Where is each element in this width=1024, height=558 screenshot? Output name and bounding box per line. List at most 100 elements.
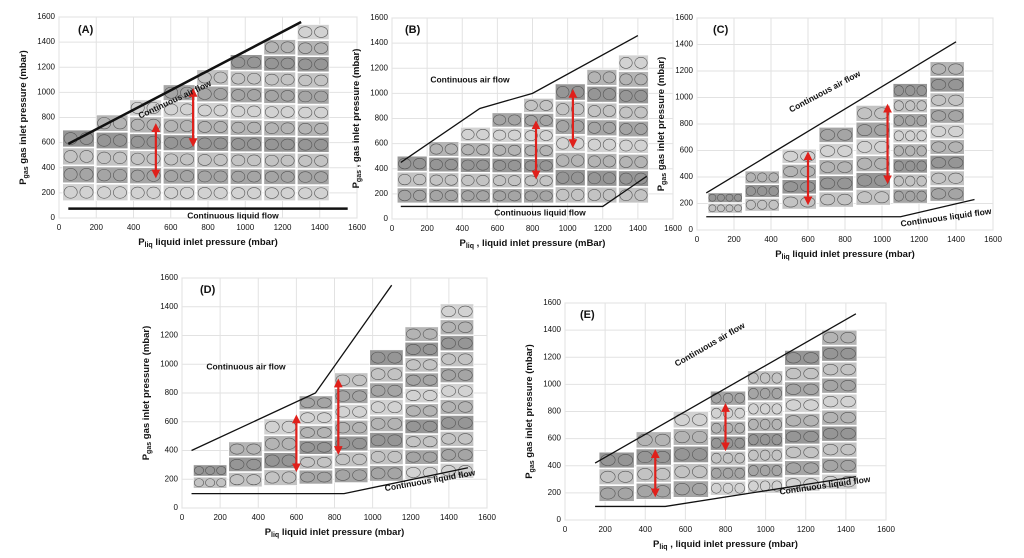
droplet bbox=[722, 482, 734, 494]
axis-text: liquid inlet pressure (mbar) bbox=[790, 249, 915, 260]
droplet bbox=[905, 160, 916, 172]
micrograph bbox=[263, 418, 298, 436]
droplet bbox=[398, 158, 412, 170]
micrograph bbox=[297, 72, 330, 89]
droplet bbox=[948, 172, 964, 184]
droplet bbox=[617, 454, 634, 466]
y-tick-label: 800 bbox=[548, 407, 562, 416]
droplet bbox=[905, 85, 916, 96]
droplet bbox=[264, 41, 279, 53]
droplet bbox=[398, 173, 412, 186]
micrograph bbox=[460, 126, 491, 142]
droplet bbox=[759, 372, 771, 384]
micrograph bbox=[439, 383, 474, 399]
droplet bbox=[893, 100, 904, 112]
x-tick-label: 1400 bbox=[440, 513, 458, 522]
micrograph bbox=[818, 127, 854, 143]
micrograph bbox=[781, 179, 817, 195]
droplet bbox=[905, 115, 916, 127]
axis-symbol: P bbox=[460, 238, 467, 249]
annotation: Continuous liquid flow bbox=[900, 206, 992, 229]
droplet bbox=[803, 462, 819, 474]
droplet bbox=[314, 139, 329, 151]
droplet bbox=[571, 154, 585, 167]
droplet bbox=[507, 160, 522, 171]
y-tick-label: 1600 bbox=[543, 298, 561, 307]
droplet bbox=[916, 145, 927, 157]
droplet bbox=[948, 94, 964, 106]
droplet bbox=[785, 462, 802, 474]
droplet bbox=[441, 449, 456, 461]
micrograph bbox=[855, 155, 891, 172]
micrograph bbox=[784, 350, 821, 366]
micrograph bbox=[297, 136, 330, 153]
droplet bbox=[768, 172, 779, 183]
droplet bbox=[734, 467, 745, 479]
droplet bbox=[587, 71, 601, 84]
micrograph bbox=[618, 170, 649, 187]
micrograph bbox=[369, 415, 404, 432]
droplet bbox=[822, 428, 839, 440]
droplet bbox=[458, 321, 473, 333]
droplet bbox=[352, 437, 367, 450]
micrograph bbox=[428, 141, 460, 157]
droplet bbox=[708, 204, 717, 213]
droplet bbox=[931, 94, 947, 106]
droplet bbox=[837, 129, 853, 141]
droplet bbox=[352, 422, 367, 434]
droplet bbox=[458, 401, 473, 413]
droplet bbox=[837, 177, 853, 190]
droplet bbox=[429, 143, 443, 155]
droplet bbox=[63, 185, 78, 199]
droplet bbox=[406, 436, 421, 448]
droplet bbox=[130, 186, 145, 199]
x-tick-label: 400 bbox=[456, 224, 470, 233]
droplet bbox=[164, 186, 179, 199]
droplet bbox=[213, 88, 228, 100]
micrograph bbox=[298, 425, 333, 440]
micrograph bbox=[818, 175, 854, 192]
y-tick-label: 1000 bbox=[543, 379, 561, 388]
micrograph bbox=[297, 185, 330, 201]
micrograph bbox=[929, 108, 965, 124]
droplet bbox=[164, 103, 179, 116]
micrograph bbox=[821, 409, 858, 426]
micrograph bbox=[439, 399, 474, 415]
droplet bbox=[197, 88, 212, 100]
droplet bbox=[461, 190, 475, 202]
droplet bbox=[444, 159, 458, 171]
droplet bbox=[600, 470, 616, 483]
droplet bbox=[840, 428, 856, 440]
droplet bbox=[931, 63, 947, 75]
droplet bbox=[822, 396, 839, 408]
micrograph bbox=[555, 117, 586, 135]
droplet bbox=[229, 458, 245, 470]
droplet bbox=[837, 193, 853, 206]
droplet bbox=[246, 443, 261, 455]
micrograph bbox=[673, 411, 709, 429]
micrograph bbox=[821, 425, 858, 442]
droplet bbox=[429, 159, 443, 171]
droplet bbox=[785, 368, 802, 380]
droplet bbox=[444, 143, 458, 155]
micrograph bbox=[62, 183, 95, 201]
droplet bbox=[822, 460, 839, 472]
micrograph bbox=[404, 388, 439, 404]
micrograph bbox=[892, 173, 928, 189]
droplet bbox=[97, 134, 112, 147]
x-axis-label: Pliq liquid inlet pressure (mbar) bbox=[775, 249, 915, 261]
droplet bbox=[822, 412, 839, 424]
droplet bbox=[674, 430, 690, 444]
y-tick-label: 1400 bbox=[543, 325, 561, 334]
micrograph bbox=[297, 169, 330, 185]
droplet bbox=[820, 145, 836, 157]
micrograph bbox=[129, 184, 162, 201]
micrograph bbox=[892, 83, 928, 98]
droplet bbox=[748, 388, 759, 399]
droplet bbox=[619, 172, 633, 185]
boundary-line bbox=[705, 41, 957, 194]
y-tick-label: 1600 bbox=[675, 13, 693, 22]
droplet bbox=[197, 154, 212, 166]
droplet bbox=[783, 181, 799, 193]
